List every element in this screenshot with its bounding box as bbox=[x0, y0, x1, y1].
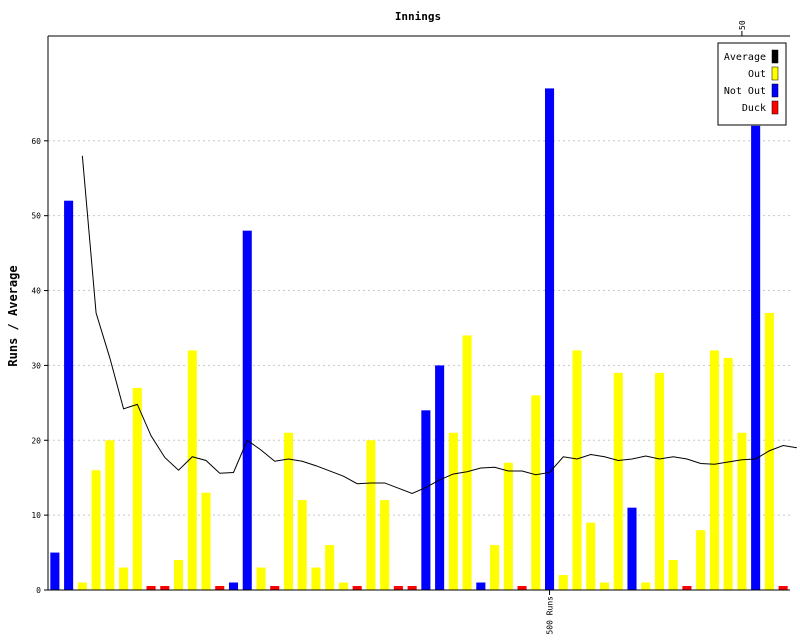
bar-out bbox=[325, 545, 335, 590]
bar-out bbox=[77, 582, 87, 590]
legend-swatch bbox=[771, 83, 779, 98]
milestone-runs-label: 500 Runs bbox=[546, 596, 555, 635]
bar-out bbox=[119, 567, 129, 590]
bar-out bbox=[490, 545, 500, 590]
bar-not-out bbox=[627, 507, 637, 590]
bar-out bbox=[558, 575, 568, 590]
bar-out bbox=[366, 440, 376, 590]
bar-out bbox=[696, 530, 706, 590]
grid-lines bbox=[48, 140, 790, 516]
y-tick-label: 50 bbox=[31, 212, 41, 221]
legend-label: Out bbox=[748, 69, 766, 80]
legend-label: Not Out bbox=[724, 86, 766, 97]
average-line-group bbox=[81, 155, 797, 494]
bar-not-out bbox=[242, 230, 252, 590]
bar-out bbox=[201, 492, 211, 590]
annotations: 500 Runs 50 bbox=[546, 20, 747, 634]
bar-out bbox=[613, 372, 623, 590]
bar-duck bbox=[160, 586, 170, 590]
bar-out bbox=[448, 432, 458, 590]
bar-out bbox=[503, 462, 513, 590]
legend-label: Average bbox=[724, 52, 766, 63]
y-tick-label: 0 bbox=[36, 586, 41, 595]
bar-out bbox=[723, 357, 733, 590]
bar-out bbox=[283, 432, 293, 590]
bar-duck bbox=[407, 586, 417, 590]
bar-out bbox=[462, 335, 472, 590]
bar-out bbox=[105, 440, 115, 590]
bar-out bbox=[737, 432, 747, 590]
y-tick-label: 60 bbox=[31, 137, 41, 146]
bar-not-out bbox=[64, 200, 74, 590]
bar-not-out bbox=[476, 582, 486, 590]
bar-not-out bbox=[421, 410, 431, 590]
y-tick-label: 20 bbox=[31, 436, 41, 445]
legend-swatch bbox=[771, 49, 779, 64]
y-tick-label: 30 bbox=[31, 361, 41, 370]
bar-out bbox=[338, 582, 348, 590]
bar-duck bbox=[146, 586, 156, 590]
bar-out bbox=[668, 560, 678, 590]
bar-out bbox=[187, 350, 197, 590]
bar-not-out bbox=[228, 582, 239, 590]
bar-not-out bbox=[751, 125, 761, 590]
bar-out bbox=[132, 387, 142, 590]
bar-duck bbox=[682, 586, 692, 590]
bar-duck bbox=[778, 586, 788, 590]
y-tick-label: 40 bbox=[31, 287, 41, 296]
bar-out bbox=[256, 567, 266, 590]
bar-not-out bbox=[50, 552, 60, 590]
axes: 0 10 20 30 40 50 60 bbox=[31, 35, 790, 595]
bar-duck bbox=[270, 586, 280, 590]
bar-out bbox=[91, 470, 101, 590]
bar-out bbox=[531, 395, 541, 590]
bar-not-out bbox=[545, 88, 555, 590]
bar-duck bbox=[517, 586, 527, 590]
bar-out bbox=[380, 500, 390, 590]
chart-title: Innings bbox=[395, 10, 441, 23]
bar-not-out bbox=[435, 365, 445, 590]
bar-duck bbox=[352, 586, 362, 590]
legend: Average Out Not Out Duck bbox=[717, 42, 787, 126]
legend-label: Duck bbox=[742, 103, 766, 114]
bar-out bbox=[311, 567, 321, 590]
bar-out bbox=[599, 582, 610, 590]
average-line bbox=[81, 155, 797, 494]
bar-duck bbox=[215, 586, 225, 590]
y-axis-label: Runs / Average bbox=[6, 265, 20, 366]
bar-out bbox=[572, 350, 582, 590]
bar-out bbox=[654, 372, 664, 590]
y-tick-label: 10 bbox=[31, 511, 41, 520]
legend-swatch bbox=[771, 100, 779, 115]
bar-out bbox=[586, 522, 596, 590]
bar-out bbox=[174, 560, 184, 590]
bar-out bbox=[764, 313, 774, 590]
bar-out bbox=[641, 582, 651, 590]
legend-swatch bbox=[771, 66, 779, 81]
bar-out bbox=[297, 500, 307, 590]
milestone-innings-label: 50 bbox=[738, 20, 747, 30]
bar-duck bbox=[393, 586, 403, 590]
bar-series bbox=[50, 88, 788, 590]
bar-out bbox=[709, 350, 719, 590]
